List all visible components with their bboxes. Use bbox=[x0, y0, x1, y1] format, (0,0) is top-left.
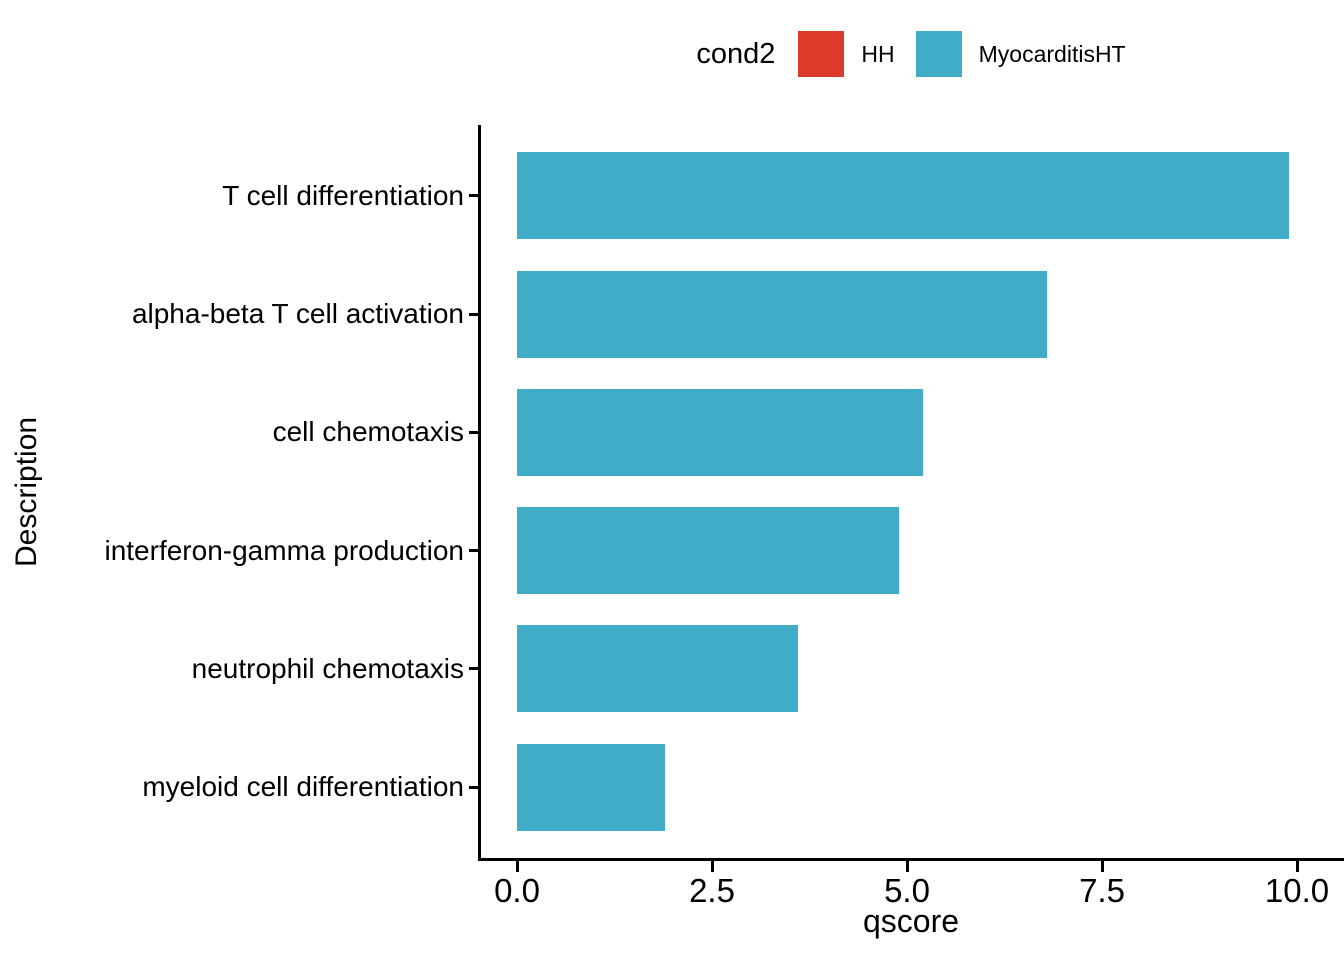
x-axis-tick bbox=[515, 861, 519, 872]
y-axis-labels: T cell differentiation alpha-beta T cell … bbox=[0, 125, 464, 858]
x-axis-tick bbox=[710, 861, 714, 872]
y-axis-tick bbox=[469, 667, 478, 671]
y-tick-label: neutrophil chemotaxis bbox=[191, 652, 464, 684]
y-axis-tick bbox=[469, 430, 478, 434]
x-axis-tick bbox=[1100, 861, 1104, 872]
y-axis-tick bbox=[469, 549, 478, 553]
y-tick-label: T cell differentiation bbox=[222, 179, 464, 211]
x-axis-line bbox=[478, 858, 1344, 861]
bar bbox=[517, 152, 1290, 240]
y-axis-tick bbox=[469, 785, 478, 789]
legend-title: cond2 bbox=[696, 37, 776, 70]
x-tick-label: 5.0 bbox=[884, 872, 930, 909]
x-axis-title: qscore bbox=[862, 903, 960, 939]
y-tick-label: cell chemotaxis bbox=[272, 416, 464, 448]
bar bbox=[517, 270, 1048, 358]
bar bbox=[517, 388, 923, 476]
legend-item-label: HH bbox=[861, 40, 895, 67]
x-axis-tick bbox=[1295, 861, 1299, 872]
y-axis-line bbox=[478, 125, 481, 861]
legend-swatch-hh-icon bbox=[798, 31, 845, 77]
y-tick-label: myeloid cell differentiation bbox=[142, 771, 464, 803]
legend-swatch-myocarditisht-icon bbox=[915, 31, 962, 77]
x-tick-label: 7.5 bbox=[1079, 872, 1125, 909]
x-tick-label: 2.5 bbox=[689, 872, 735, 909]
y-axis-tick bbox=[469, 194, 478, 198]
plot-panel: 0.0 2.5 5.0 7.5 10.0 bbox=[469, 125, 1344, 909]
x-tick-label: 0.0 bbox=[494, 872, 540, 909]
bar bbox=[517, 743, 666, 831]
legend-item-myocarditisht: MyocarditisHT bbox=[915, 31, 1126, 77]
bar bbox=[517, 507, 900, 595]
bar bbox=[517, 625, 798, 713]
legend-item-hh: HH bbox=[798, 31, 895, 77]
legend: cond2 HH MyocarditisHT bbox=[478, 26, 1344, 82]
x-axis-tick bbox=[905, 861, 909, 872]
y-tick-label: interferon-gamma production bbox=[104, 534, 464, 566]
y-tick-label: alpha-beta T cell activation bbox=[131, 298, 464, 330]
x-tick-label: 10.0 bbox=[1264, 872, 1330, 909]
y-axis-tick bbox=[469, 312, 478, 316]
legend-item-label: MyocarditisHT bbox=[978, 40, 1126, 67]
